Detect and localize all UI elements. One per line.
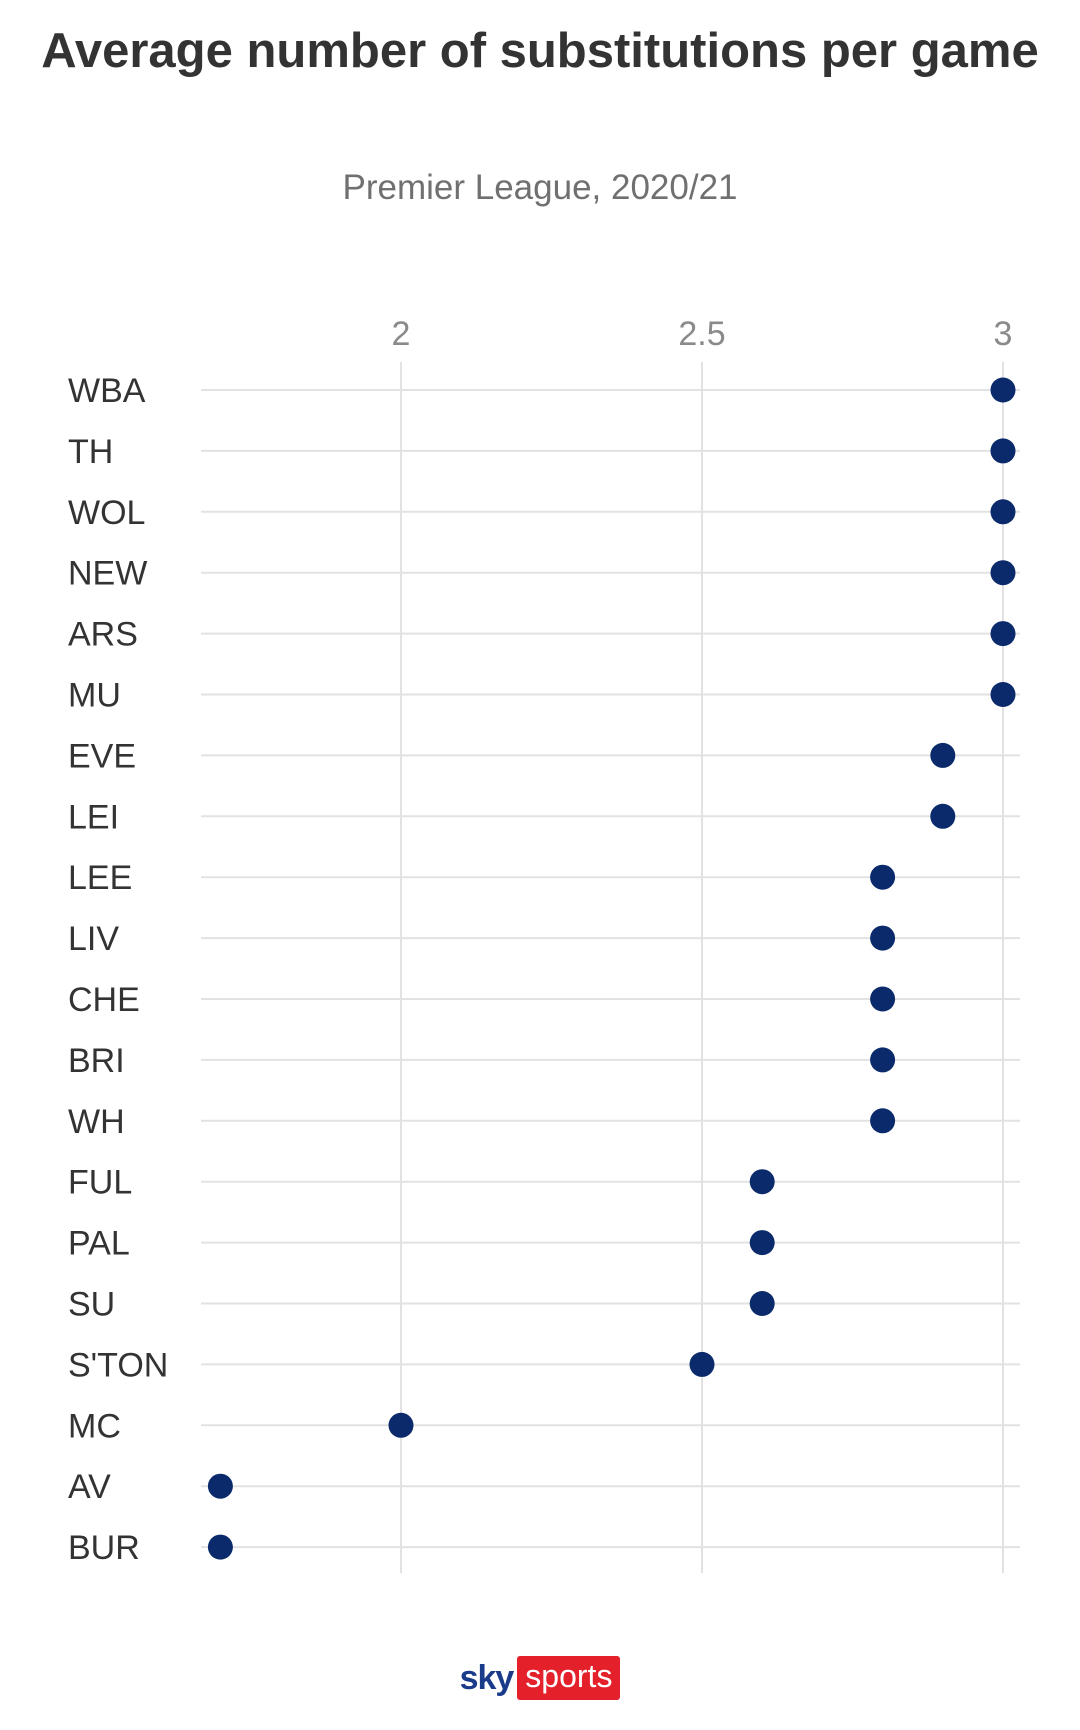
data-point xyxy=(207,1534,233,1560)
category-label: WOL xyxy=(68,494,145,532)
data-point xyxy=(990,560,1016,586)
data-point xyxy=(990,438,1016,464)
data-point xyxy=(870,1047,896,1073)
category-label: LEI xyxy=(68,798,119,836)
dot-plot: 2 2.5 3 WBA TH WOL NEW ARS MU EVE LEI LEE LIV CHE BRI W… xyxy=(68,315,1020,1574)
category-label: CHE xyxy=(68,981,140,1019)
data-point xyxy=(749,1230,775,1256)
category-label: FUL xyxy=(68,1164,132,1202)
data-point xyxy=(207,1473,233,1499)
logo-sports-text: sports xyxy=(517,1656,621,1700)
data-point xyxy=(990,377,1016,403)
data-point xyxy=(870,864,896,890)
sky-sports-logo: sky sports xyxy=(0,1656,1080,1700)
data-point xyxy=(749,1291,775,1316)
data-point xyxy=(990,682,1016,707)
category-label: MC xyxy=(68,1407,121,1445)
category-label: SU xyxy=(68,1286,115,1324)
chart-subtitle: Premier League, 2020/21 xyxy=(342,168,738,207)
data-point xyxy=(749,1169,775,1195)
x-tick-label: 2 xyxy=(392,315,411,353)
data-point xyxy=(990,621,1016,647)
data-point xyxy=(870,925,896,951)
category-label: AV xyxy=(68,1468,111,1506)
chart-title: Average number of substitutions per game xyxy=(41,24,1039,78)
logo-sky-text: sky xyxy=(459,1658,515,1697)
category-label: PAL xyxy=(68,1225,130,1263)
category-label: BUR xyxy=(68,1529,140,1567)
category-label: EVE xyxy=(68,737,136,775)
category-label: NEW xyxy=(68,555,147,593)
data-point xyxy=(990,499,1016,525)
data-point xyxy=(870,1108,896,1134)
category-label: TH xyxy=(68,433,113,471)
category-label: WH xyxy=(68,1103,125,1141)
category-label: WBA xyxy=(68,372,146,410)
data-point xyxy=(930,803,956,829)
x-tick-label: 2.5 xyxy=(678,315,725,353)
category-label: LEE xyxy=(68,859,132,897)
data-point xyxy=(388,1412,414,1438)
category-label: MU xyxy=(68,677,121,715)
data-point xyxy=(689,1351,715,1377)
category-label: LIV xyxy=(68,920,119,958)
data-point xyxy=(870,986,896,1012)
category-label: BRI xyxy=(68,1042,125,1080)
category-label: ARS xyxy=(68,616,138,654)
category-label: S'TON xyxy=(68,1346,168,1384)
data-point xyxy=(930,742,956,768)
x-tick-label: 3 xyxy=(994,315,1013,353)
